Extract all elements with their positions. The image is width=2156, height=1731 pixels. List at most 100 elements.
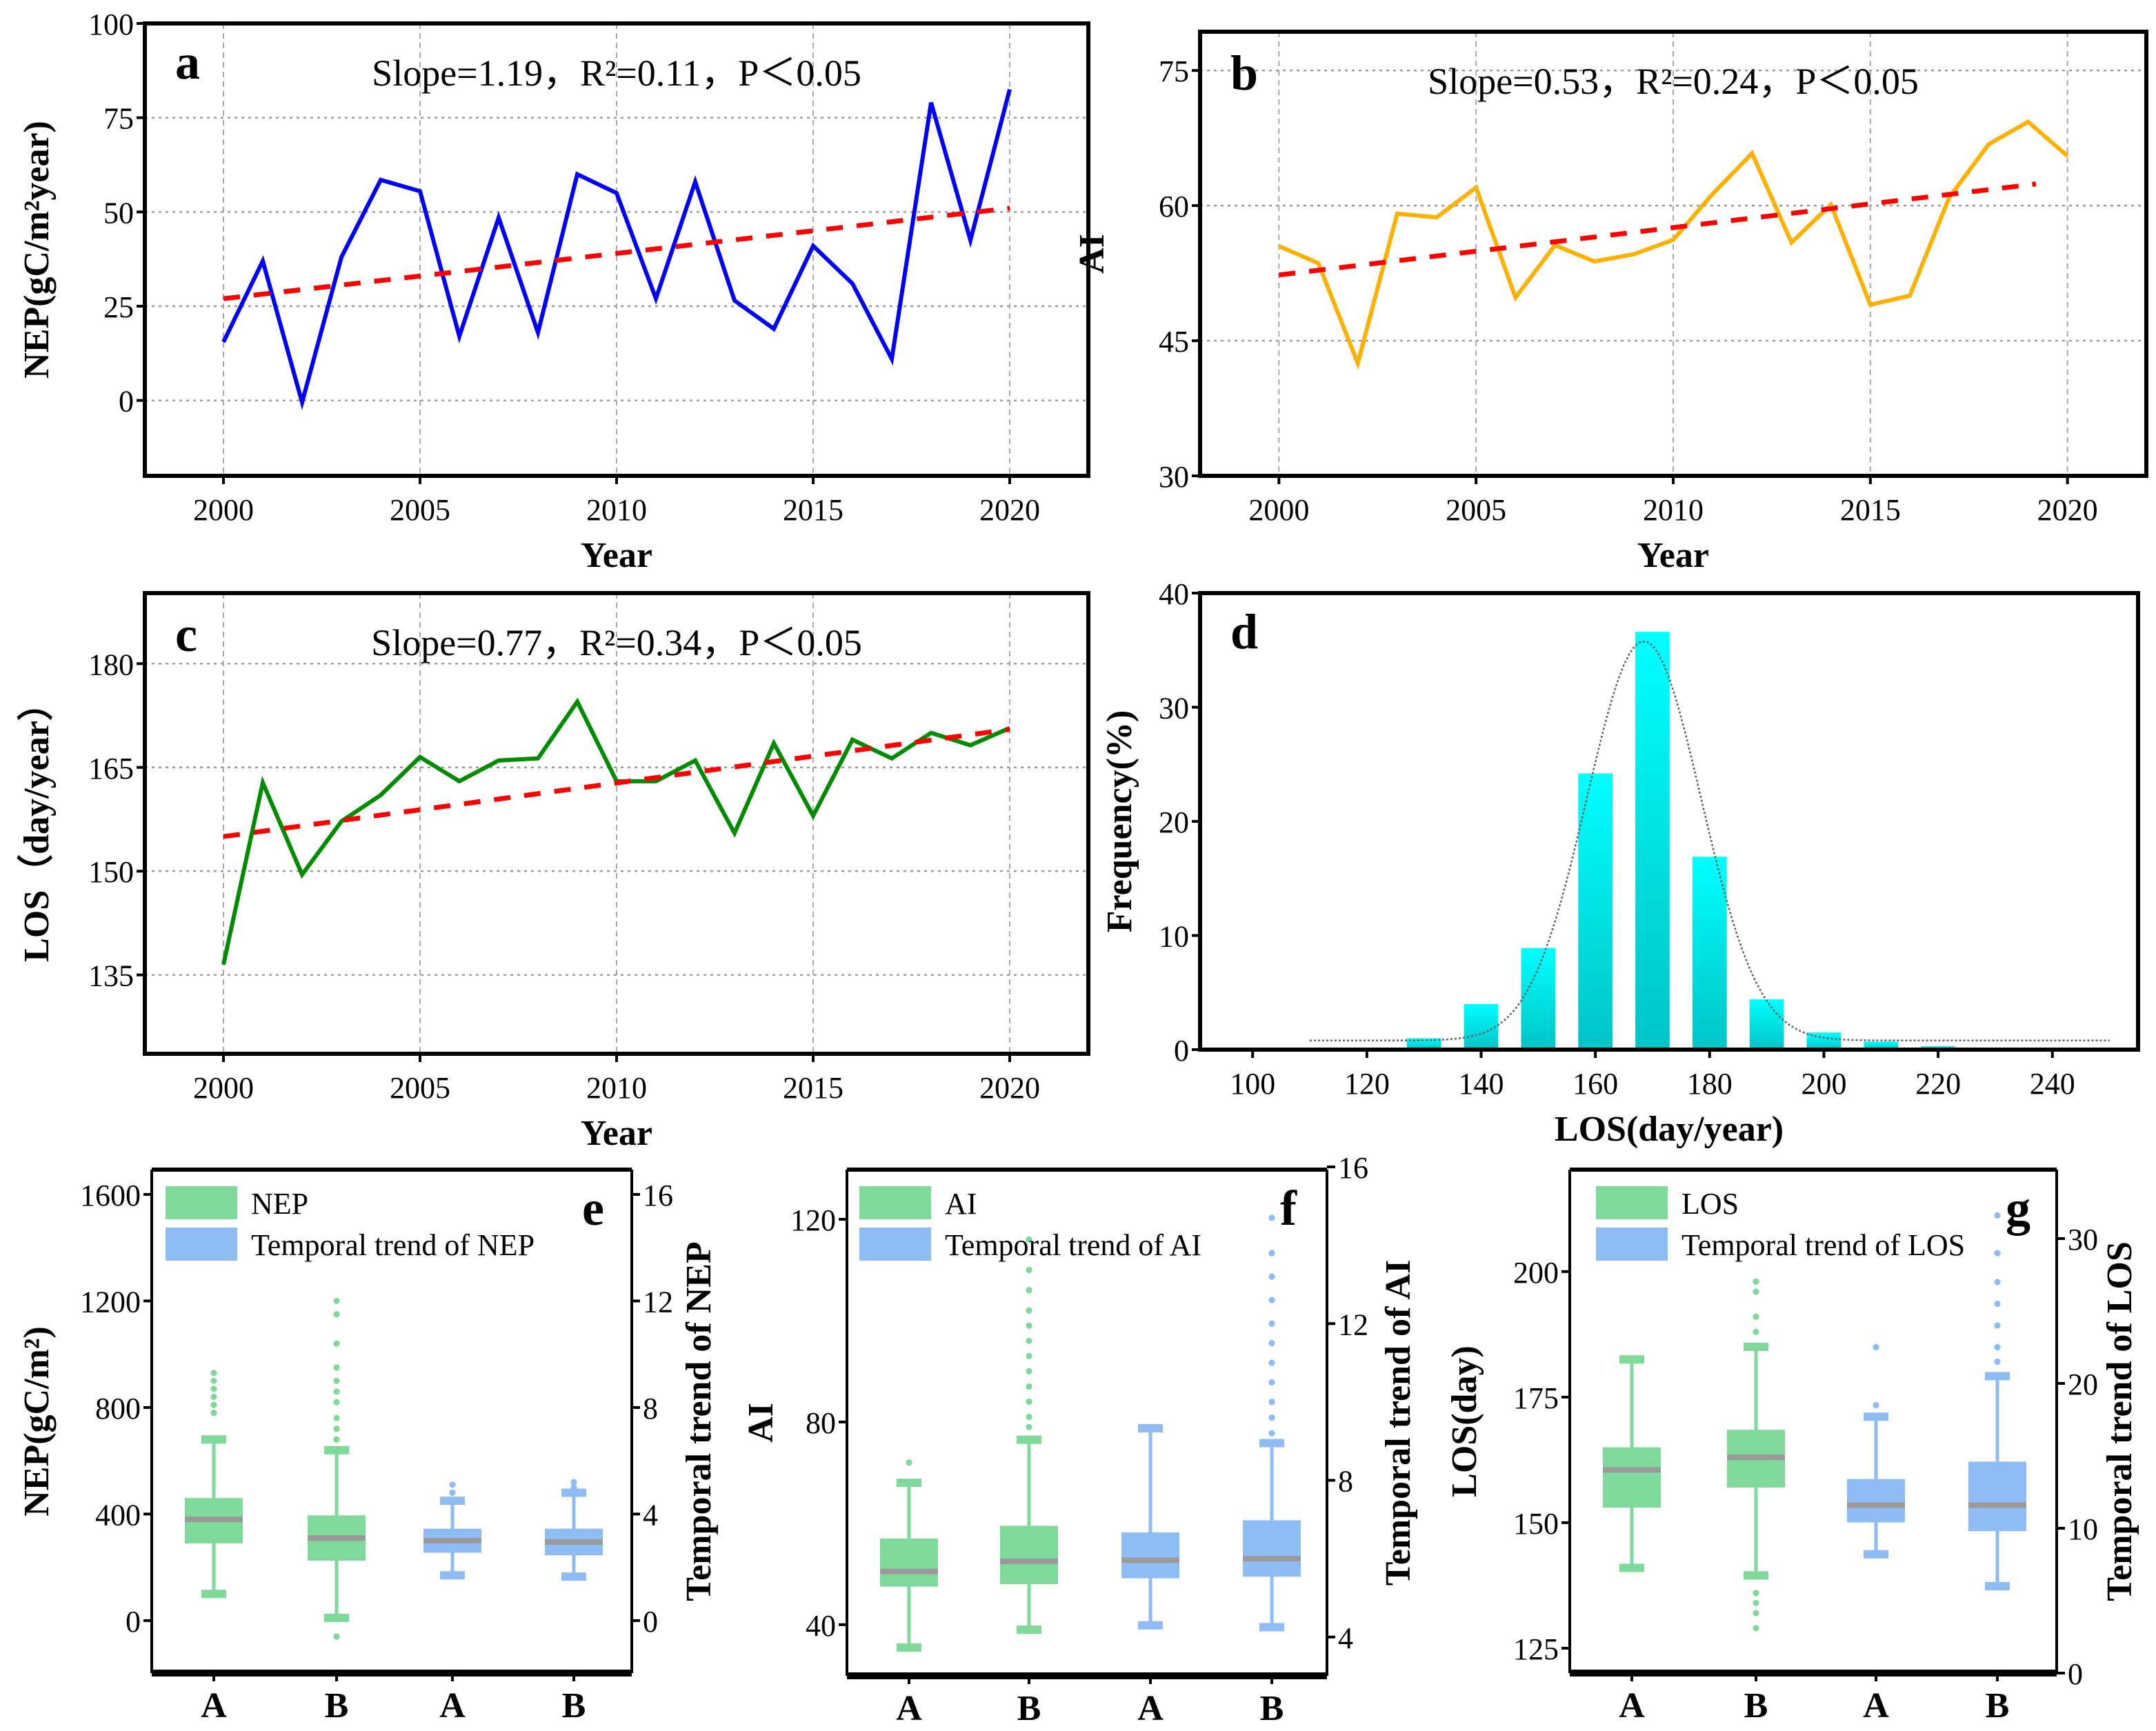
y-tick-label-right: 0	[643, 1605, 658, 1639]
y-tick-label-right: 0	[2068, 1657, 2083, 1691]
panel-f	[839, 1165, 1335, 1684]
legend-item	[859, 1228, 931, 1261]
regression-stats: Slope=0.77，R²=0.34，P＜0.05	[371, 622, 862, 663]
x-tick-label: B	[1744, 1686, 1768, 1725]
box-trend-A	[423, 1481, 481, 1580]
y-axis-label-right: Temporal trend of AI	[1379, 1260, 1418, 1585]
legend-label: Temporal trend of AI	[945, 1228, 1201, 1262]
y-tick-label-left: 150	[1513, 1507, 1559, 1541]
legend-label: Temporal trend of LOS	[1681, 1228, 1965, 1262]
outlier-point	[570, 1479, 577, 1485]
outlier-point	[1994, 1279, 2001, 1285]
x-tick-label: 2015	[783, 1071, 844, 1105]
x-axis-label: Year	[1637, 536, 1709, 575]
outlier-point	[1753, 1599, 1759, 1607]
outlier-point	[210, 1393, 217, 1401]
y-tick-label-left: 40	[806, 1609, 836, 1643]
box-value-A	[1603, 1355, 1661, 1572]
y-tick-label-left: 120	[790, 1203, 836, 1237]
outlier-point	[333, 1311, 340, 1318]
y-tick-label: 0	[1174, 1034, 1189, 1068]
y-axis-label-right: Temporal trend of LOS	[2100, 1241, 2139, 1601]
y-tick-label: 10	[1159, 920, 1189, 954]
x-tick-label: 2010	[1643, 493, 1704, 527]
outlier-point	[1268, 1414, 1275, 1421]
outlier-point	[333, 1633, 340, 1640]
legend-label: LOS	[1681, 1187, 1739, 1221]
outlier-point	[1026, 1352, 1032, 1359]
y-tick-label-right: 12	[1338, 1308, 1368, 1341]
histogram-bar	[1749, 999, 1784, 1050]
x-tick-label: 2020	[979, 1071, 1040, 1105]
x-tick-label: 2005	[1446, 493, 1506, 527]
x-axis-label: Year	[581, 1114, 652, 1153]
outlier-point	[1268, 1430, 1275, 1437]
outlier-point	[1026, 1413, 1032, 1421]
y-tick-label-right: 30	[2068, 1223, 2098, 1257]
y-tick-label-left: 125	[1513, 1632, 1559, 1666]
outlier-point	[1268, 1297, 1275, 1303]
x-tick-label: B	[1986, 1686, 2010, 1725]
y-tick-label-left: 400	[95, 1498, 141, 1532]
y-tick-label-left: 200	[1513, 1256, 1559, 1290]
outlier-point	[1268, 1399, 1275, 1405]
fit-curve	[1310, 640, 2110, 1042]
outlier-point	[333, 1364, 340, 1371]
y-tick-label: 0	[119, 385, 134, 419]
trend-line	[1278, 181, 2037, 278]
outlier-point	[1026, 1423, 1032, 1430]
panel-label: f	[1280, 1181, 1297, 1236]
x-tick-label: 2015	[783, 493, 844, 527]
series-line	[221, 88, 1012, 410]
box-value-B	[308, 1297, 366, 1640]
y-tick-label-right: 16	[1338, 1151, 1368, 1185]
outlier-point	[210, 1377, 217, 1384]
panel-label: c	[175, 607, 197, 662]
x-tick-label: B	[325, 1686, 349, 1725]
y-tick-label-right: 16	[643, 1179, 673, 1212]
x-tick-label: A	[1619, 1686, 1645, 1725]
outlier-point	[1994, 1300, 2001, 1308]
outlier-point	[333, 1414, 340, 1421]
x-tick-label: 2005	[390, 493, 450, 527]
x-tick-label: 140	[1459, 1067, 1504, 1101]
outlier-point	[1753, 1288, 1759, 1295]
y-tick-label: 75	[103, 102, 134, 136]
histogram-bar	[1635, 632, 1670, 1050]
x-tick-label: A	[1137, 1689, 1164, 1728]
panel-label: e	[582, 1181, 604, 1236]
outlier-point	[1268, 1379, 1275, 1386]
y-tick-label: 135	[88, 959, 134, 993]
outlier-point	[333, 1425, 340, 1432]
outlier-point	[906, 1459, 912, 1466]
box-trend-B	[545, 1479, 603, 1581]
regression-stats: Slope=1.19，R²=0.11，P＜0.05	[372, 52, 861, 94]
legend-item	[1596, 1228, 1668, 1261]
legend-item	[1596, 1186, 1668, 1219]
y-axis-label-left: LOS(day)	[1445, 1345, 1484, 1497]
outlier-point	[1753, 1313, 1759, 1320]
x-tick-label: A	[201, 1686, 227, 1725]
y-axis-label: NEP(gC/m²year)	[17, 121, 57, 379]
box-trend-A	[1847, 1343, 1905, 1559]
x-tick-label: B	[1017, 1689, 1041, 1728]
outlier-point	[1268, 1340, 1275, 1347]
box-trend-B	[1968, 1212, 2026, 1590]
box-iqr	[1000, 1525, 1058, 1585]
outlier-point	[1753, 1625, 1759, 1632]
y-tick-label-right: 8	[1338, 1465, 1353, 1499]
legend-swatch	[166, 1228, 237, 1261]
outlier-point	[570, 1484, 577, 1491]
outlier-point	[449, 1481, 456, 1488]
y-axis-label: Frequency(%)	[1100, 710, 1139, 933]
box-iqr	[1847, 1479, 1905, 1523]
x-tick-label: A	[1863, 1686, 1889, 1725]
y-tick-label-left: 0	[126, 1605, 141, 1639]
y-tick-label-left: 1600	[80, 1179, 141, 1212]
x-tick-label: B	[562, 1686, 586, 1725]
y-tick-label-left: 800	[95, 1392, 141, 1425]
outlier-point	[333, 1388, 340, 1395]
series-line	[1278, 119, 2069, 370]
outlier-point	[1026, 1307, 1032, 1314]
box-iqr	[1121, 1532, 1179, 1579]
